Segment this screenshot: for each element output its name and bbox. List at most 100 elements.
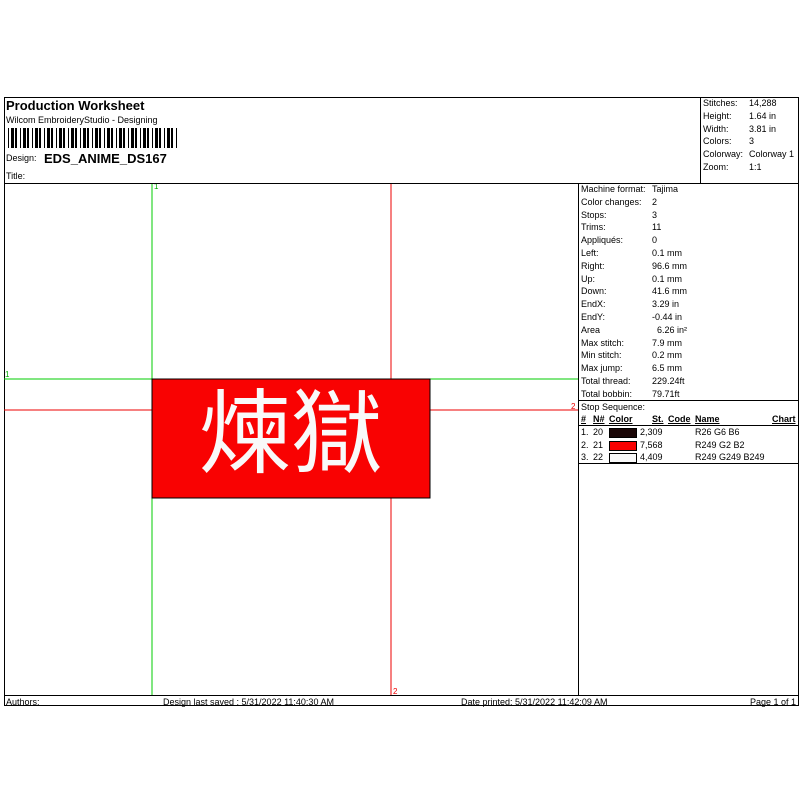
bar-stripe [176, 128, 177, 148]
summary-value: 3 [749, 136, 755, 147]
bar-stripe [111, 128, 113, 148]
bar-stripe [11, 128, 14, 148]
rule [578, 463, 798, 464]
bar-stripe [44, 128, 45, 148]
summary-label: Stitches: [703, 98, 738, 108]
stop-header: N# [593, 414, 605, 424]
bar-stripe [128, 128, 129, 148]
machine-label: Area [581, 324, 601, 335]
bar-stripe [152, 128, 153, 148]
machine-label: Up: [581, 273, 596, 284]
bar-stripe [59, 128, 62, 148]
machine-value: 2 [652, 196, 658, 207]
rule [578, 425, 798, 426]
bar-stripe [51, 128, 53, 148]
bar-stripe [35, 128, 38, 148]
bar-stripe [27, 128, 29, 148]
needle: 20 [593, 427, 604, 437]
summary-label: Colorway: [703, 149, 744, 160]
bar-stripe [116, 128, 117, 148]
machine-label: Total bobbin: [581, 388, 633, 399]
bar-stripe [75, 128, 77, 148]
bar-stripe [8, 128, 9, 148]
bar-stripe [171, 128, 173, 148]
machine-value: 0 [652, 235, 658, 246]
bar-stripe [107, 128, 110, 148]
needle: 21 [593, 439, 604, 450]
bar-stripe [167, 128, 170, 148]
rule [4, 695, 798, 696]
machine-label: Right: [581, 260, 605, 271]
saved: Design last saved : 5/31/2022 11:40:30 A… [163, 697, 334, 707]
bar-stripe [140, 128, 141, 148]
stop-header: Color [609, 414, 633, 424]
stitches: 7,568 [640, 439, 663, 450]
bar-stripe [123, 128, 125, 148]
summary-value: 1.64 in [749, 110, 777, 121]
bar-stripe [155, 128, 158, 148]
machine-value: Tajima [652, 184, 679, 194]
color-name: R249 G2 B2 [695, 439, 745, 450]
bar-stripe [95, 128, 98, 148]
machine-value: 41.6 mm [652, 286, 688, 297]
machine-value: 6.26 in² [657, 324, 688, 335]
bar-stripe [159, 128, 161, 148]
machine-label: Color changes: [581, 196, 642, 207]
bar-stripe [99, 128, 101, 148]
guide-label: 2 [571, 402, 576, 411]
guide-label: 1 [154, 184, 159, 191]
rule [578, 400, 798, 401]
color-swatch [609, 453, 637, 463]
bar-stripe [63, 128, 65, 148]
design-patch [151, 378, 431, 499]
barcode [8, 128, 177, 148]
machine-label: Machine format: [581, 184, 646, 194]
design-label: Design: [6, 153, 37, 163]
design-area: 煉獄 1 1 2 2 [4, 184, 578, 695]
summary-label: Colors: [703, 136, 732, 147]
design-name: EDS_ANIME_DS167 [44, 151, 167, 166]
machine-label: Max stitch: [581, 337, 625, 348]
printed: Date printed: 5/31/2022 11:42:09 AM [461, 697, 608, 707]
machine-label: Appliqués: [581, 235, 624, 246]
bar-stripe [83, 128, 86, 148]
guide-label: 2 [393, 687, 398, 695]
summary-value: 14,288 [749, 98, 777, 108]
bar-stripe [92, 128, 93, 148]
stop-num: 1. [581, 427, 589, 437]
machine-value: 3.29 in [652, 299, 680, 310]
machine-value: 96.6 mm [652, 260, 688, 271]
machine-value: 11 [652, 222, 662, 233]
bar-stripe [39, 128, 41, 148]
machine-label: EndY: [581, 312, 606, 322]
color-name: R26 G6 B6 [695, 427, 740, 437]
machine-value: -0.44 in [652, 312, 683, 322]
bar-stripe [87, 128, 89, 148]
page-number: Page 1 of 1 [750, 697, 797, 707]
machine-label: Left: [581, 248, 599, 258]
bar-stripe [56, 128, 57, 148]
color-swatch [609, 428, 637, 438]
bar-stripe [20, 128, 21, 148]
sheet [4, 97, 799, 706]
bar-stripe [104, 128, 105, 148]
design-text: 煉獄 [199, 380, 383, 487]
machine-label: Min stitch: [581, 350, 622, 361]
bar-stripe [15, 128, 17, 148]
summary-label: Height: [703, 110, 732, 121]
machine-label: Down: [581, 286, 607, 297]
subtitle: Wilcom EmbroideryStudio - Designing [6, 115, 158, 125]
stop-num: 3. [581, 452, 589, 462]
bar-stripe [32, 128, 33, 148]
guide-label: 1 [5, 370, 10, 379]
machine-value: 229.24ft [652, 376, 685, 386]
title: Production Worksheet [6, 98, 145, 113]
title-label: Title: [6, 171, 26, 181]
summary-value: Colorway 1 [749, 149, 795, 160]
stop-header: Name [695, 414, 720, 424]
bar-stripe [80, 128, 81, 148]
stop-num: 2. [581, 439, 589, 450]
machine-label: Total thread: [581, 376, 631, 386]
machine-value: 0.1 mm [652, 273, 683, 284]
